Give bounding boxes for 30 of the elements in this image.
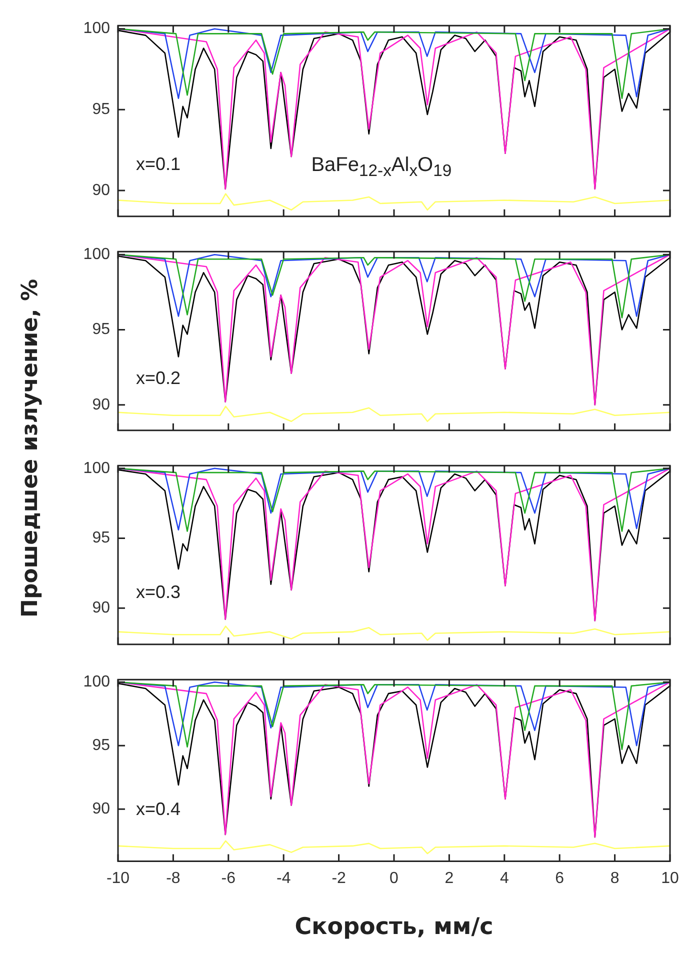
- annotation: x=0.2: [136, 368, 181, 390]
- y-tick-label: 90: [92, 800, 110, 818]
- y-tick-label: 100: [83, 246, 110, 264]
- x-tick-label: -2: [332, 870, 346, 888]
- x-tick-label: -8: [166, 870, 180, 888]
- annotation: x=0.1: [136, 154, 181, 176]
- annotation: BaFe$_{12-x}$Al$_{x}$O$_{19}$: [311, 154, 452, 182]
- y-tick-label: 95: [92, 101, 110, 118]
- y-axis-title: Прошедшее излучение, %: [18, 278, 42, 618]
- y-tick-label: 95: [92, 321, 110, 338]
- y-tick-label: 100: [83, 460, 110, 477]
- x-tick-label: -6: [221, 870, 236, 888]
- y-tick-label: 90: [92, 396, 110, 414]
- x-tick-label: 2: [444, 870, 454, 888]
- x-tick-label: -4: [276, 870, 291, 888]
- y-tick-label: 100: [83, 674, 110, 691]
- annotation: x=0.4: [136, 799, 181, 820]
- x-tick-label: 10: [661, 870, 679, 888]
- y-tick-label: 95: [92, 530, 110, 547]
- x-tick-label: 6: [555, 870, 564, 888]
- y-tick-label: 95: [92, 737, 110, 754]
- x-tick-label: -10: [106, 870, 130, 888]
- y-tick-label: 90: [92, 182, 110, 199]
- x-axis-title: Скорость, мм/с: [294, 914, 494, 940]
- x-tick-label: 8: [610, 870, 620, 888]
- x-tick-label: 4: [500, 870, 509, 888]
- y-tick-label: 90: [92, 599, 110, 616]
- x-tick-label: 0: [390, 870, 399, 888]
- y-tick-label: 100: [83, 20, 110, 38]
- annotation: x=0.3: [136, 582, 181, 604]
